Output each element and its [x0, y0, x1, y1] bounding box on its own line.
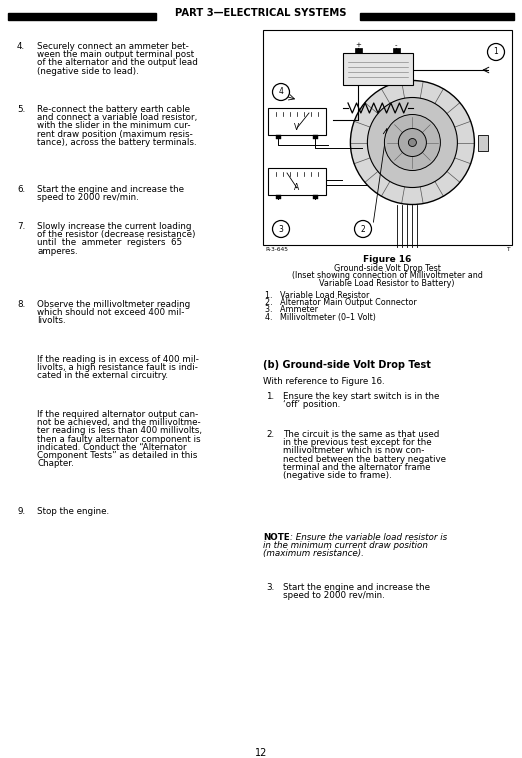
Text: Variable Load Resistor to Battery): Variable Load Resistor to Battery)	[319, 279, 455, 288]
Circle shape	[488, 43, 504, 61]
Text: Securely connect an ammeter bet-: Securely connect an ammeter bet-	[37, 42, 189, 51]
Text: With reference to Figure 16.: With reference to Figure 16.	[263, 377, 385, 386]
Text: of the resistor (decrease resistance): of the resistor (decrease resistance)	[37, 230, 196, 240]
Text: 2.   Alternator Main Output Connector: 2. Alternator Main Output Connector	[265, 298, 417, 307]
Text: Ground-side Volt Drop Test: Ground-side Volt Drop Test	[334, 264, 441, 273]
Text: 4.: 4.	[17, 42, 25, 51]
Text: millivoltmeter which is now con-: millivoltmeter which is now con-	[283, 446, 424, 456]
Text: with the slider in the minimum cur-: with the slider in the minimum cur-	[37, 121, 191, 130]
Text: in the minimum current draw position: in the minimum current draw position	[263, 541, 428, 550]
Text: 9.: 9.	[17, 507, 25, 516]
Circle shape	[354, 221, 372, 237]
Text: (negative side to frame).: (negative side to frame).	[283, 471, 392, 480]
Text: speed to 2000 rev/min.: speed to 2000 rev/min.	[37, 193, 139, 202]
Bar	[343, 53, 413, 85]
Text: ter reading is less than 400 millivolts,: ter reading is less than 400 millivolts,	[37, 427, 202, 435]
Text: The circuit is the same as that used: The circuit is the same as that used	[283, 430, 440, 439]
Text: indicated. Conduct the “Alternator: indicated. Conduct the “Alternator	[37, 443, 187, 452]
Text: livolts, a high resistance fault is indi-: livolts, a high resistance fault is indi…	[37, 363, 198, 372]
Text: livolts.: livolts.	[37, 316, 66, 325]
Circle shape	[398, 129, 426, 156]
Bar	[268, 168, 326, 195]
Bar	[276, 195, 281, 199]
Text: 5.: 5.	[17, 105, 25, 114]
Circle shape	[408, 139, 417, 146]
Bar	[263, 30, 512, 245]
Text: T: T	[506, 247, 509, 252]
Text: ‘off’ position.: ‘off’ position.	[283, 400, 340, 409]
Text: Ensure the key start switch is in the: Ensure the key start switch is in the	[283, 392, 440, 401]
Text: nected between the battery negative: nected between the battery negative	[283, 455, 446, 464]
Text: Stop the engine.: Stop the engine.	[37, 507, 109, 516]
Text: Start the engine and increase the: Start the engine and increase the	[283, 583, 430, 592]
Bar	[268, 108, 326, 135]
Text: speed to 2000 rev/min.: speed to 2000 rev/min.	[283, 591, 385, 600]
Text: Re-connect the battery earth cable: Re-connect the battery earth cable	[37, 105, 190, 114]
Bar	[276, 135, 281, 139]
Bar	[478, 134, 489, 151]
Circle shape	[272, 221, 290, 237]
Text: then a faulty alternator component is: then a faulty alternator component is	[37, 434, 200, 443]
Text: ween the main output terminal post: ween the main output terminal post	[37, 50, 194, 59]
Text: NOTE: NOTE	[263, 533, 290, 542]
Text: Start the engine and increase the: Start the engine and increase the	[37, 185, 184, 194]
Circle shape	[384, 114, 441, 171]
Text: R-3-645: R-3-645	[265, 247, 288, 252]
Text: which should not exceed 400 mil-: which should not exceed 400 mil-	[37, 309, 184, 317]
Text: If the required alternator output can-: If the required alternator output can-	[37, 410, 198, 419]
Text: and connect a variable load resistor,: and connect a variable load resistor,	[37, 113, 197, 122]
Circle shape	[350, 80, 474, 205]
Text: amperes.: amperes.	[37, 246, 78, 255]
Text: +: +	[355, 42, 361, 48]
Text: in the previous test except for the: in the previous test except for the	[283, 438, 432, 447]
Text: Slowly increase the current loading: Slowly increase the current loading	[37, 222, 192, 231]
Text: 2: 2	[361, 224, 365, 233]
Bar	[393, 48, 400, 53]
Text: 12: 12	[255, 748, 267, 758]
Text: 4: 4	[279, 87, 283, 96]
Text: : Ensure the variable load resistor is: : Ensure the variable load resistor is	[290, 533, 447, 542]
Bar	[360, 13, 514, 20]
Text: tance), across the battery terminals.: tance), across the battery terminals.	[37, 138, 197, 147]
Text: 1.   Variable Load Resistor: 1. Variable Load Resistor	[265, 290, 370, 299]
Text: 2.: 2.	[266, 430, 274, 439]
Bar	[355, 48, 362, 53]
Text: If the reading is in excess of 400 mil-: If the reading is in excess of 400 mil-	[37, 355, 199, 364]
Text: 8.: 8.	[17, 300, 25, 309]
Text: 7.: 7.	[17, 222, 25, 231]
Text: (maximum resistance).: (maximum resistance).	[263, 550, 364, 559]
Text: 6.: 6.	[17, 185, 25, 194]
Text: (negative side to lead).: (negative side to lead).	[37, 67, 139, 76]
Text: Observe the millivoltmeter reading: Observe the millivoltmeter reading	[37, 300, 190, 309]
Text: V: V	[294, 124, 300, 133]
Text: terminal and the alternator frame: terminal and the alternator frame	[283, 463, 431, 471]
Text: PART 3—ELECTRICAL SYSTEMS: PART 3—ELECTRICAL SYSTEMS	[175, 8, 347, 18]
Text: Component Tests” as detailed in this: Component Tests” as detailed in this	[37, 451, 197, 460]
Text: 3.   Ammeter: 3. Ammeter	[265, 305, 318, 315]
Text: 1.: 1.	[266, 392, 274, 401]
Bar	[313, 195, 318, 199]
Text: rent draw position (maximum resis-: rent draw position (maximum resis-	[37, 130, 193, 139]
Circle shape	[367, 98, 457, 187]
Text: 3.: 3.	[266, 583, 274, 592]
Text: (Inset showing connection of Millivoltmeter and: (Inset showing connection of Millivoltme…	[292, 271, 482, 280]
Text: A: A	[294, 183, 300, 193]
Text: (b) Ground-side Volt Drop Test: (b) Ground-side Volt Drop Test	[263, 360, 431, 370]
Text: of the alternator and the output lead: of the alternator and the output lead	[37, 58, 198, 67]
Text: cated in the external circuitry.: cated in the external circuitry.	[37, 371, 168, 381]
Text: Chapter.: Chapter.	[37, 459, 74, 468]
Text: not be achieved, and the millivoltme-: not be achieved, and the millivoltme-	[37, 418, 200, 428]
Text: 1: 1	[494, 48, 499, 57]
Text: Figure 16: Figure 16	[363, 255, 411, 264]
Circle shape	[272, 83, 290, 101]
Bar	[313, 135, 318, 139]
Bar	[8, 13, 156, 20]
Text: until  the  ammeter  registers  65: until the ammeter registers 65	[37, 239, 182, 247]
Text: 4.   Millivoltmeter (0–1 Volt): 4. Millivoltmeter (0–1 Volt)	[265, 313, 376, 322]
Text: 3: 3	[279, 224, 283, 233]
Text: -: -	[395, 42, 397, 48]
